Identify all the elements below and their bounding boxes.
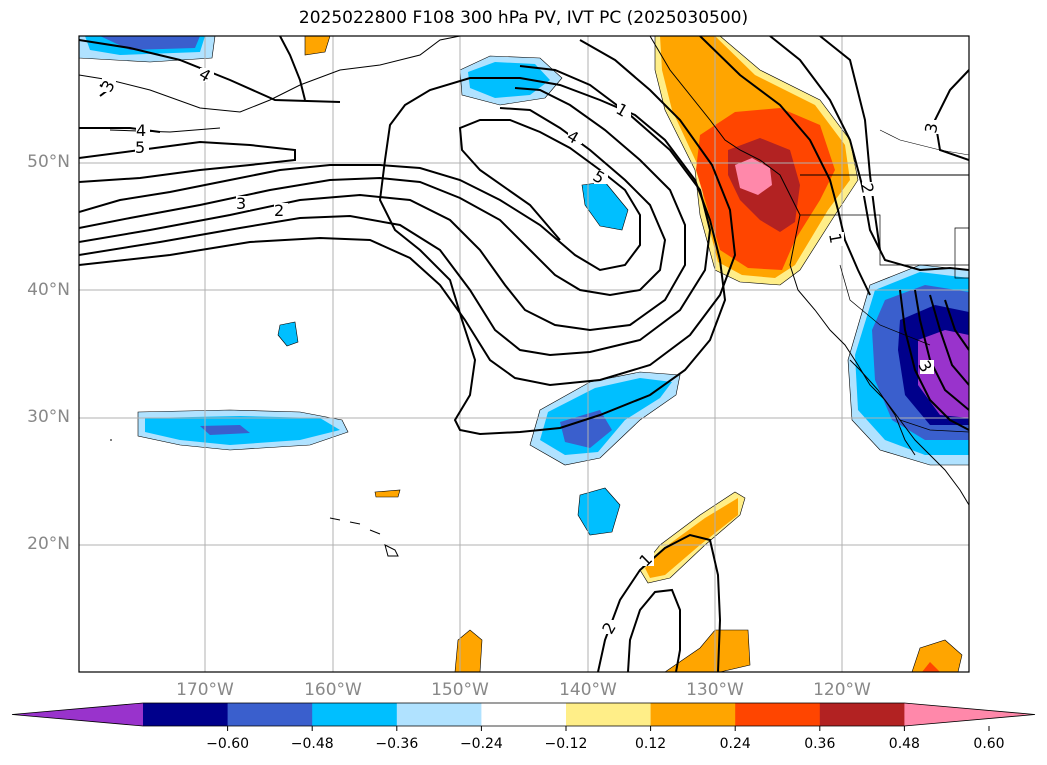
colorbar-bin — [481, 703, 567, 726]
pv-label-4: 4 — [136, 121, 146, 140]
lon-label-130w: 130°W — [686, 680, 744, 700]
pv-contours — [79, 36, 969, 672]
hawaii-islands — [329, 517, 399, 557]
colorbar-tick-label: −0.60 — [206, 736, 250, 752]
lat-label-20n: 20°N — [27, 534, 70, 554]
colorbar-bin — [566, 703, 652, 726]
colorbar-tick-label: −0.24 — [459, 736, 503, 752]
colorbar-bin — [227, 703, 313, 726]
colorbar-bin — [396, 703, 482, 726]
colorbar-bin — [650, 703, 736, 726]
pv-contour-east — [699, 36, 871, 296]
colorbar-tick-label: 0.36 — [804, 736, 836, 752]
us-states — [800, 214, 969, 266]
colorbar-tick-label: 0.48 — [888, 736, 920, 752]
colorbar-bin — [143, 703, 229, 726]
colorbar-tick-label: 0.12 — [635, 736, 667, 752]
colorbar-tick-label: −0.12 — [544, 736, 588, 752]
pv-label-2: 2 — [274, 201, 284, 220]
colorbar-bin — [312, 703, 398, 726]
lon-label-150w: 150°W — [431, 680, 489, 700]
colorbar — [11, 702, 1036, 731]
colorbar-bin — [819, 703, 905, 726]
pv-label-1-east: 1 — [825, 232, 845, 245]
lon-label-170w: 170°W — [176, 680, 234, 700]
pv-label-2-east: 2 — [857, 182, 877, 195]
lat-label-50n: 50°N — [27, 152, 70, 172]
pv-contour-labels: 4 5 3 2 4 1 4 5 3 2 1 3 3 1 — [97, 64, 941, 637]
coastlines — [79, 36, 969, 557]
colorbar-outline — [11, 702, 1036, 727]
lon-label-120w: 120°W — [813, 680, 871, 700]
map-frame — [78, 35, 970, 673]
colorbar-extend-low — [12, 703, 143, 726]
colorbar-tick-label: −0.48 — [290, 736, 334, 752]
pv-label-3-east: 3 — [921, 121, 941, 134]
colorbar-tick-label: 0.60 — [973, 736, 1005, 752]
colorbar-tick-label: −0.36 — [375, 736, 419, 752]
colorbar-tick-label: 0.24 — [719, 736, 751, 752]
colorbar-extend-high — [904, 703, 1035, 726]
pv-label-3: 3 — [236, 194, 246, 213]
lat-label-40n: 40°N — [27, 280, 70, 300]
pv-contour-west-1 — [79, 119, 641, 272]
page-title: 2025022800 F108 300 hPa PV, IVT PC (2025… — [298, 8, 749, 28]
lat-label-30n: 30°N — [27, 407, 70, 427]
lon-label-140w: 140°W — [559, 680, 617, 700]
lon-label-160w: 160°W — [304, 680, 362, 700]
alaska-coast — [79, 36, 461, 113]
colorbar-bin — [735, 703, 821, 726]
pv-contour-trough — [378, 77, 727, 436]
pv-label-5: 5 — [135, 138, 145, 157]
